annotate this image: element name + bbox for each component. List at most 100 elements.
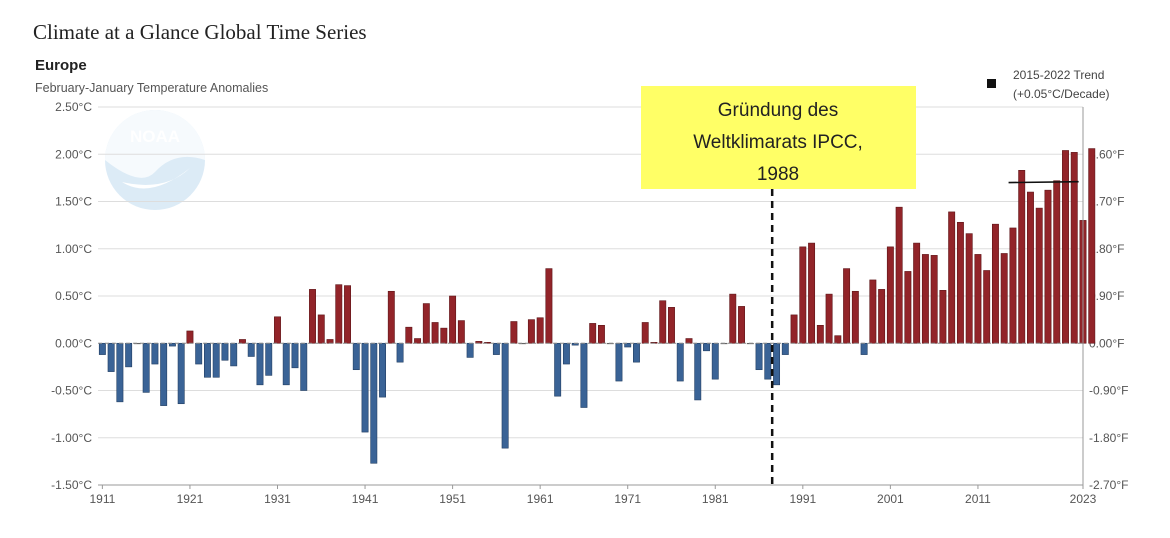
x-tick-label: 1911 [89, 492, 115, 506]
bar-1960 [527, 319, 535, 344]
bar-1975 [659, 300, 667, 344]
bar-2006 [930, 255, 938, 344]
bar-1981 [711, 342, 719, 380]
bar-1980 [703, 342, 710, 352]
bar-2012 [983, 270, 991, 344]
bar-1979 [694, 342, 702, 401]
y-tick-label-c: -0.50°C [51, 384, 92, 398]
bar-1986 [755, 342, 763, 371]
bar-1934 [300, 342, 308, 391]
bar-1926 [230, 342, 238, 367]
bar-1939 [344, 285, 351, 344]
bar-1951 [449, 295, 457, 344]
y-tick-label-c: 1.00°C [55, 242, 92, 256]
annotation-line-2: Weltklimarats IPCC, [693, 132, 863, 153]
bar-2003 [904, 271, 912, 344]
bar-1949 [431, 322, 439, 344]
bar-1941 [361, 342, 369, 433]
bar-2019 [1044, 189, 1052, 344]
bar-1971 [624, 342, 632, 348]
legend-label: 2015-2022 Trend [1013, 68, 1104, 82]
bar-1953 [466, 342, 474, 358]
y-axis-celsius: 2.50°C 2.00°C 1.50°C 1.00°C 0.50°C 0.00°C -0.5… [51, 100, 92, 492]
x-tick-label: 2023 [1070, 492, 1097, 506]
bar-2002 [895, 206, 903, 344]
bar-1994 [825, 293, 833, 344]
bar-2018 [1035, 207, 1043, 344]
y-axis-fahrenheit: 3.60°F 2.70°F 1.80°F 0.90°F 0.00°F -0.90°F -1.… [1089, 147, 1128, 492]
bar-1996 [843, 268, 851, 344]
bar-2021 [1062, 150, 1069, 344]
bar-1988 [773, 342, 781, 386]
bar-2015 [1009, 227, 1017, 344]
bar-2008 [948, 211, 956, 344]
bar-1911 [98, 342, 106, 355]
bar-2017 [1027, 191, 1034, 344]
bar-1976 [668, 307, 675, 344]
bar-2024 [1088, 148, 1096, 344]
bar-2009 [956, 221, 964, 344]
bar-1923 [203, 342, 211, 378]
bar-1919 [168, 342, 176, 347]
y-tick-label-f: 0.00°F [1089, 336, 1124, 350]
bar-1928 [247, 342, 255, 357]
bar-2005 [921, 254, 929, 344]
bar-1977 [676, 342, 684, 382]
bar-1962 [545, 268, 553, 344]
bar-1973 [641, 322, 649, 344]
bar-1947 [414, 338, 422, 344]
bar-1943 [379, 342, 387, 398]
bar-2016 [1018, 170, 1026, 344]
bar-1922 [195, 342, 203, 365]
bar-1968 [597, 324, 605, 344]
bar-1925 [221, 342, 229, 361]
legend-trend-value: (+0.05°C/Decade) [1013, 87, 1110, 101]
bar-series [98, 148, 1096, 464]
bar-2000 [878, 289, 886, 344]
legend-marker [987, 79, 996, 88]
bar-1989 [781, 342, 789, 355]
bar-1912 [107, 342, 115, 372]
bar-1978 [685, 338, 693, 344]
x-axis: 1911 1921 1931 1941 1951 1961 1971 1981 1991 2001… [89, 485, 1097, 506]
y-tick-label-c: -1.50°C [51, 478, 92, 492]
legend: 2015-2022 Trend (+0.05°C/Decade) [987, 68, 1110, 101]
bar-2001 [886, 246, 894, 344]
bar-1932 [282, 342, 290, 386]
y-tick-label-c: 2.50°C [55, 100, 92, 114]
bar-1991 [799, 246, 807, 344]
bar-1917 [151, 342, 159, 365]
bar-1946 [405, 326, 413, 344]
bar-1924 [212, 342, 220, 378]
x-tick-label: 1951 [439, 492, 466, 506]
annotation-line-3: 1988 [757, 164, 799, 185]
ipcc-annotation: Gründung des Weltklimarats IPCC, 1988 [641, 86, 916, 189]
bar-1987 [764, 342, 772, 380]
bar-1931 [274, 316, 281, 344]
x-tick-label: 1981 [702, 492, 729, 506]
bar-1956 [492, 342, 500, 355]
y-tick-label-c: -1.00°C [51, 431, 92, 445]
bar-1957 [501, 342, 509, 449]
bar-1935 [309, 289, 316, 344]
y-tick-label-f: 2.70°F [1089, 195, 1124, 209]
bar-1964 [562, 342, 570, 365]
y-tick-label-f: 1.80°F [1089, 242, 1124, 256]
bar-1972 [633, 342, 640, 363]
bar-1992 [808, 242, 816, 344]
bar-1952 [457, 320, 465, 344]
bar-2020 [1053, 180, 1061, 344]
bar-1997 [851, 290, 859, 344]
bar-1948 [422, 303, 430, 344]
y-tick-label-f: -0.90°F [1089, 384, 1128, 398]
y-tick-label-c: 2.00°C [55, 147, 92, 161]
bar-2004 [913, 242, 921, 344]
bar-1920 [177, 342, 185, 405]
bar-2013 [991, 223, 999, 344]
x-tick-label: 1961 [527, 492, 554, 506]
bar-1999 [869, 279, 877, 344]
chart-subtitle: February-January Temperature Anomalies [35, 81, 268, 95]
noaa-logo: NOAA [105, 110, 205, 210]
bar-1958 [510, 321, 518, 344]
